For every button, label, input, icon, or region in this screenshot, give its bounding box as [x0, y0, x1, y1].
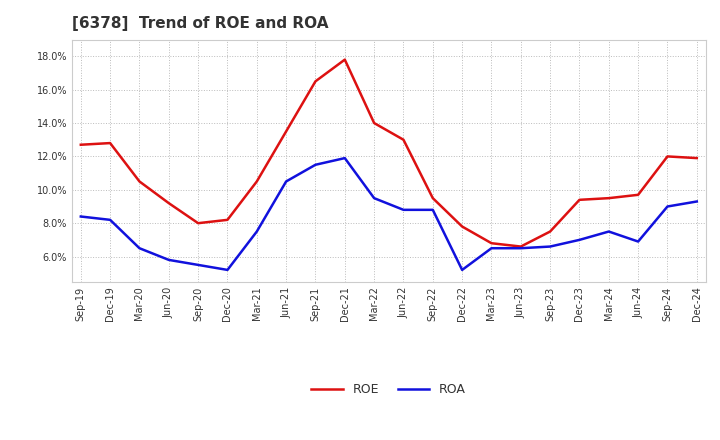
ROE [76, 142, 85, 147]
ROA [458, 267, 467, 272]
ROA [311, 162, 320, 167]
ROE [223, 217, 232, 223]
ROE [370, 121, 379, 126]
ROE [575, 197, 584, 202]
ROE [428, 195, 437, 201]
ROE [106, 140, 114, 146]
ROA [341, 155, 349, 161]
ROE [311, 79, 320, 84]
ROE [546, 229, 554, 234]
ROA [399, 207, 408, 213]
ROE [487, 241, 496, 246]
Legend: ROE, ROA: ROE, ROA [307, 378, 471, 401]
Text: [6378]  Trend of ROE and ROA: [6378] Trend of ROE and ROA [72, 16, 328, 32]
ROA [282, 179, 290, 184]
ROE [341, 57, 349, 62]
ROE [164, 201, 173, 206]
ROA [693, 199, 701, 204]
ROA [516, 246, 525, 251]
ROA [663, 204, 672, 209]
ROE [516, 244, 525, 249]
ROE [194, 220, 202, 226]
ROA [575, 237, 584, 242]
ROA [223, 267, 232, 272]
ROA [370, 195, 379, 201]
ROA [605, 229, 613, 234]
ROA [194, 262, 202, 268]
ROA [253, 229, 261, 234]
ROE [693, 155, 701, 161]
ROA [76, 214, 85, 219]
Line: ROA: ROA [81, 158, 697, 270]
ROA [546, 244, 554, 249]
ROA [487, 246, 496, 251]
ROE [605, 195, 613, 201]
ROE [399, 137, 408, 143]
Line: ROE: ROE [81, 60, 697, 246]
ROA [106, 217, 114, 223]
ROE [634, 192, 642, 198]
ROE [458, 224, 467, 229]
ROE [253, 179, 261, 184]
ROA [428, 207, 437, 213]
ROE [663, 154, 672, 159]
ROA [135, 246, 144, 251]
ROA [634, 239, 642, 244]
ROA [164, 257, 173, 263]
ROE [282, 129, 290, 134]
ROE [135, 179, 144, 184]
